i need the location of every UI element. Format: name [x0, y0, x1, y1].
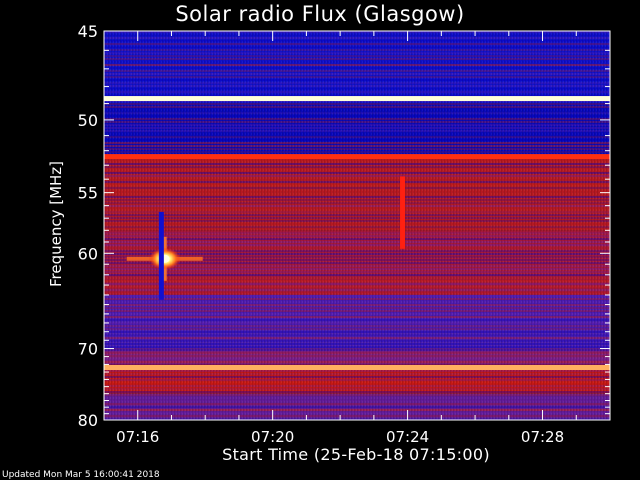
y-tick-label: 80	[78, 411, 98, 430]
plot-area	[104, 31, 610, 420]
y-tick-label: 50	[78, 111, 98, 130]
y-tick-label: 70	[78, 340, 98, 359]
axes: 45 50 55 60 70 80 07:16 07:20 07:24 07:28	[78, 22, 611, 446]
x-tick-label: 07:20	[251, 428, 294, 446]
y-tick-label: 60	[78, 244, 98, 263]
dropout-feature	[158, 211, 164, 300]
x-tick-label: 07:24	[386, 428, 429, 446]
y-axis-label: Frequency [MHz]	[47, 160, 65, 288]
x-tick-label: 07:16	[116, 428, 159, 446]
x-axis-label: Start Time (25-Feb-18 07:15:00)	[222, 445, 490, 464]
interference-line-1	[104, 154, 610, 160]
updated-timestamp: Updated Mon Mar 5 16:00:41 2018	[2, 470, 160, 480]
spike-feature	[400, 176, 406, 249]
interference-line-0	[104, 96, 610, 102]
interference-line-2	[104, 364, 610, 370]
noise-texture	[104, 31, 610, 420]
plot-frame	[103, 30, 611, 421]
y-tick-label: 55	[78, 184, 98, 203]
x-tick-label: 07:28	[521, 428, 564, 446]
chart-title: Solar radio Flux (Glasgow)	[175, 2, 465, 26]
y-tick-label: 45	[78, 22, 98, 41]
